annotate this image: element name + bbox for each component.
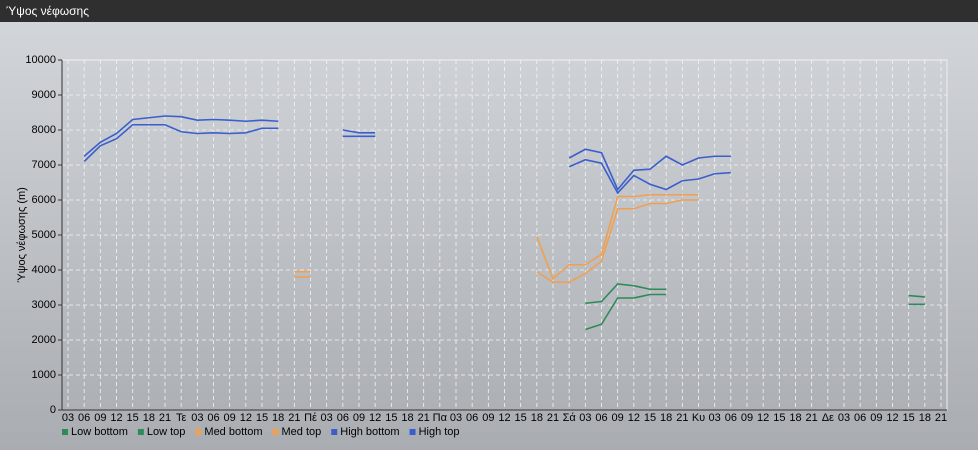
x-tick-label: 15 — [903, 412, 915, 424]
x-tick-label: 09 — [353, 412, 365, 424]
x-tick-label: 18 — [789, 412, 801, 424]
y-tick-label: 6000 — [32, 194, 56, 206]
legend-swatch — [331, 429, 338, 435]
x-tick-label: 06 — [725, 412, 737, 424]
x-tick-label: 18 — [531, 412, 543, 424]
x-tick-label: 03 — [579, 412, 591, 424]
x-tick-label: 15 — [127, 412, 139, 424]
x-tick-label: 12 — [110, 412, 122, 424]
x-tick-label: 21 — [288, 412, 300, 424]
y-tick-label: 8000 — [32, 124, 56, 136]
x-tick-label: Τε — [176, 412, 187, 424]
x-tick-label: 03 — [62, 412, 74, 424]
y-tick-label: 0 — [50, 404, 56, 416]
x-tick-label: 06 — [207, 412, 219, 424]
x-tick-label: 03 — [838, 412, 850, 424]
y-tick-label: 2000 — [32, 334, 56, 346]
y-tick-label: 5000 — [32, 229, 56, 241]
x-tick-label: 12 — [240, 412, 252, 424]
x-tick-label: 12 — [498, 412, 510, 424]
x-tick-label: Δε — [822, 412, 834, 424]
x-tick-label: 12 — [628, 412, 640, 424]
y-tick-label: 1000 — [32, 369, 56, 381]
x-tick-label: 21 — [935, 412, 947, 424]
x-tick-label: 18 — [143, 412, 155, 424]
x-tick-label: 09 — [224, 412, 236, 424]
x-tick-label: 06 — [854, 412, 866, 424]
x-tick-label: 06 — [466, 412, 478, 424]
x-tick-label: 15 — [515, 412, 527, 424]
x-tick-label: 12 — [886, 412, 898, 424]
legend-label: Low top — [147, 426, 186, 438]
x-tick-label: 18 — [401, 412, 413, 424]
x-tick-label: 21 — [159, 412, 171, 424]
window-title: Ύψος νέφωσης — [6, 4, 89, 18]
legend-label: High bottom — [340, 426, 399, 438]
series-line — [294, 199, 699, 284]
x-tick-label: 15 — [773, 412, 785, 424]
legend-swatch — [137, 429, 144, 435]
x-tick-label: 09 — [482, 412, 494, 424]
series-line — [83, 123, 731, 195]
x-tick-label: 06 — [78, 412, 90, 424]
legend-swatch — [409, 429, 416, 435]
x-tick-label: 03 — [450, 412, 462, 424]
legend-swatch — [62, 429, 68, 435]
x-tick-label: 18 — [272, 412, 284, 424]
x-tick-label: 15 — [385, 412, 397, 424]
series-line — [83, 115, 731, 191]
y-tick-label: 9000 — [32, 89, 56, 101]
x-tick-label: 09 — [94, 412, 106, 424]
x-tick-label: Σά — [563, 412, 577, 424]
legend-swatch — [195, 429, 202, 435]
x-tick-label: 09 — [612, 412, 624, 424]
x-tick-label: 21 — [418, 412, 430, 424]
series-line — [585, 283, 925, 305]
x-tick-label: 09 — [741, 412, 753, 424]
legend-label: High top — [419, 426, 460, 438]
legend-label: Med bottom — [204, 426, 262, 438]
x-tick-label: 06 — [595, 412, 607, 424]
x-tick-label: 12 — [369, 412, 381, 424]
x-tick-label: Πέ — [304, 412, 317, 424]
x-tick-label: 09 — [870, 412, 882, 424]
x-tick-label: 21 — [547, 412, 559, 424]
y-axis-label: Ύψος νέφωσης (m) — [16, 187, 28, 283]
x-tick-label: Κυ — [692, 412, 705, 424]
x-tick-label: Πα — [433, 412, 448, 424]
series-line — [585, 293, 925, 331]
series-line — [294, 193, 699, 281]
x-tick-label: 12 — [757, 412, 769, 424]
y-tick-label: 10000 — [25, 54, 56, 66]
x-tick-label: 15 — [256, 412, 268, 424]
x-tick-label: 21 — [806, 412, 818, 424]
title-bar — [0, 0, 978, 22]
y-tick-label: 3000 — [32, 299, 56, 311]
x-tick-label: 06 — [337, 412, 349, 424]
x-tick-label: 03 — [321, 412, 333, 424]
legend-swatch — [272, 429, 279, 435]
x-tick-label: 03 — [191, 412, 203, 424]
x-tick-label: 18 — [660, 412, 672, 424]
y-tick-label: 7000 — [32, 159, 56, 171]
x-tick-label: 03 — [709, 412, 721, 424]
x-tick-label: 21 — [676, 412, 688, 424]
x-tick-label: 18 — [919, 412, 931, 424]
y-tick-label: 4000 — [32, 264, 56, 276]
legend-label: Med top — [282, 426, 322, 438]
legend-label: Low bottom — [71, 426, 128, 438]
x-tick-label: 15 — [644, 412, 656, 424]
